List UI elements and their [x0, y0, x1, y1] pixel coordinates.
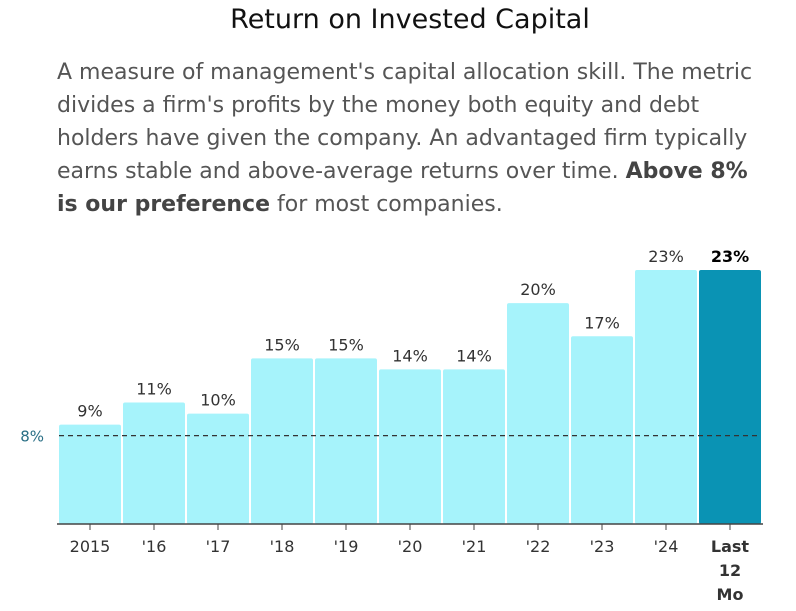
bar-3	[251, 358, 313, 524]
bar-9	[635, 270, 697, 524]
value-label-3: 15%	[264, 335, 300, 354]
value-label-0: 9%	[77, 402, 102, 421]
category-label-5: '20	[398, 537, 423, 556]
category-label-9: '24	[654, 537, 679, 556]
bar-0	[59, 424, 121, 524]
category-label-3: '18	[270, 537, 295, 556]
value-label-6: 14%	[456, 346, 492, 365]
category-label-2: '17	[206, 537, 231, 556]
category-label-8: '23	[590, 537, 615, 556]
value-label-7: 20%	[520, 280, 556, 299]
category-label-6: '21	[462, 537, 487, 556]
value-label-9: 23%	[648, 247, 684, 266]
roic-bar-chart: 9% 11% 10% 15% 15% 14% 14% 20% 17% 23% 23% 8% 2015…	[20, 247, 763, 604]
bar-8	[571, 336, 633, 524]
bar-2	[187, 413, 249, 524]
description-tail: for most companies.	[277, 192, 503, 217]
value-label-1: 11%	[136, 380, 172, 399]
category-label-4: '19	[334, 537, 359, 556]
description-text: A measure of management's capital alloca…	[57, 60, 753, 184]
value-label-5: 14%	[392, 346, 428, 365]
value-label-10: 23%	[711, 247, 749, 266]
x-axis: 2015 '16 '17 '18 '19 '20 '21 '22 '23 '24 Last 12 Mo	[57, 523, 763, 604]
bar-7	[507, 303, 569, 524]
description-emphasis: Above 8% is our preference	[57, 159, 748, 217]
category-label-0: 2015	[70, 537, 111, 556]
bar-5	[379, 369, 441, 524]
bar-6	[443, 369, 505, 524]
category-label-10: Last 12 Mo	[711, 537, 750, 604]
value-label-4: 15%	[328, 335, 364, 354]
value-label-8: 17%	[584, 313, 620, 332]
bar-10	[699, 270, 761, 524]
reference-line-group: 8%	[20, 428, 761, 446]
reference-line-label: 8%	[20, 428, 44, 446]
bars-group: 9% 11% 10% 15% 15% 14% 14% 20% 17% 23% 23%	[59, 247, 761, 524]
bar-1	[123, 402, 185, 524]
chart-title: Return on Invested Capital	[230, 4, 590, 35]
category-label-7: '22	[526, 537, 551, 556]
chart-description: A measure of management's capital alloca…	[57, 56, 769, 221]
value-label-2: 10%	[200, 391, 236, 410]
bar-4	[315, 358, 377, 524]
category-label-1: '16	[142, 537, 167, 556]
